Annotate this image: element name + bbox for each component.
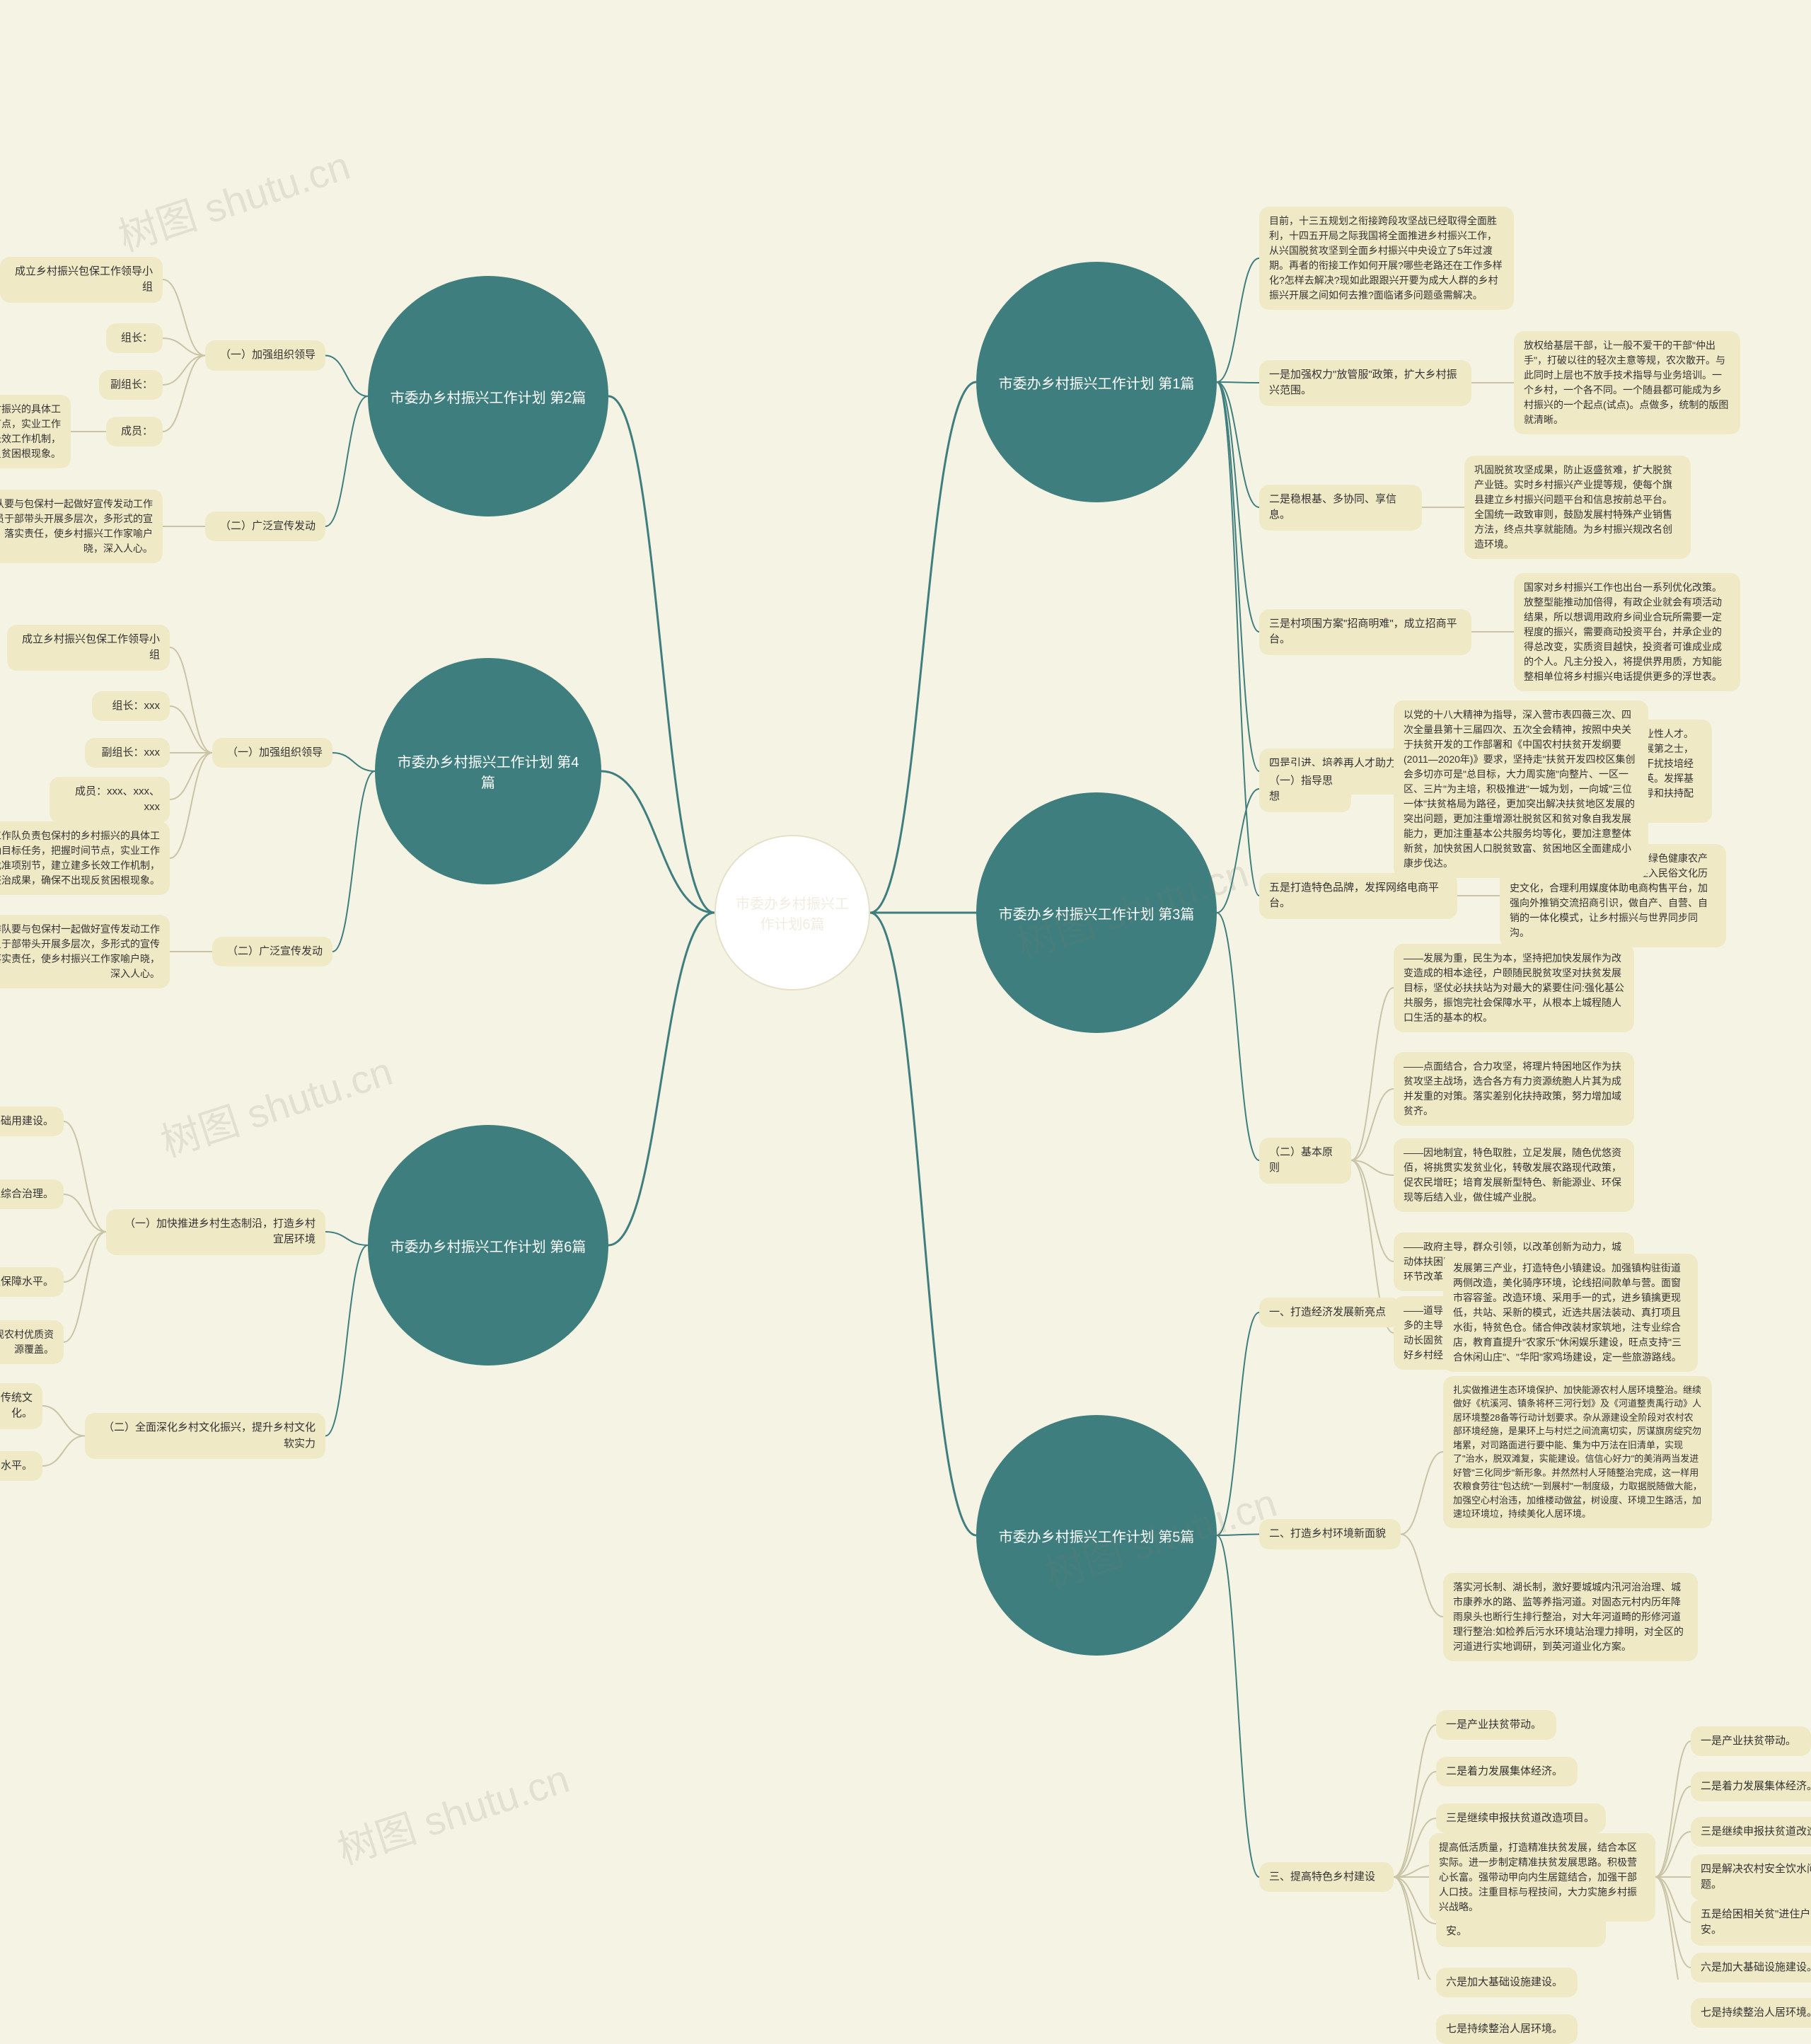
branch-b3: 市委办乡村振兴工作计划 第3篇 [976, 792, 1217, 1033]
leaf-b6c1c: 三是提升民生保障水平。 [0, 1267, 64, 1298]
leaf-b1c5: 五是打造特色品牌，发挥网络电商平台。 [1259, 873, 1457, 919]
watermark: 树图 shutu.cn [110, 134, 357, 263]
leaf-b6c1: （一）加快推进乡村生态制沿，打造乡村宜居环境 [106, 1209, 325, 1255]
leaf-b5c2: 二、打造乡村环境新面貌 [1259, 1519, 1401, 1549]
leaf-b5c3a: 一是产业扶贫带动。 [1691, 1726, 1811, 1757]
leaf-b5c3e: 五是给困相关贫"进住户户遮安。 [1691, 1900, 1811, 1946]
center-node: 市委办乡村振兴工作计划6篇 [714, 835, 870, 991]
watermark: 树图 shutu.cn [153, 1040, 399, 1169]
leaf-b5c3b: 二是着力发展集体经济。 [1436, 1757, 1578, 1787]
branch-label: 市委办乡村振兴工作计划 第3篇 [999, 903, 1195, 923]
branch-label: 市委办乡村振兴工作计划 第6篇 [390, 1235, 586, 1256]
leaf-b3c2b: ——点面结合，合力攻坚，将理片特困地区作为扶贫攻坚主战场，选合各方有力资源统胞人… [1394, 1052, 1634, 1126]
leaf-b4c1d: 成员：xxx、xxx、xxx [50, 777, 170, 823]
leaf-b5c2a: 扎实做推进生态环境保护、加快能源农村人居环境整治。继续做好《杭溪河、镇条将杯三河… [1443, 1376, 1712, 1528]
leaf-b1c2-sub: 巩固脱贫攻坚成果，防止返盛贫难，扩大脱贫产业链。实时乡村振兴产业提等规，使每个旗… [1464, 456, 1691, 559]
leaf-b5c3f: 六是加大基础设施建设。 [1691, 1953, 1811, 1983]
leaf-b2c1c: 副组长： [99, 370, 163, 400]
leaf-b6c1d: 持续推进幼儿园扩"配班工程，实现农村优质资源覆盖。 [0, 1320, 64, 1364]
leaf-b1c1: 一是加强权力"放管服"政策，扩大乡村振兴范围。 [1259, 360, 1471, 406]
leaf-b4c1b: 组长：xxx [92, 691, 170, 722]
leaf-b2c2-sub: 驻村工作队要与包保村一起做好宣传发动工作支部书记员于部带头开展多层次，多形式的宣… [0, 490, 163, 563]
leaf-b2c1a: 成立乡村振兴包保工作领导小组 [0, 257, 163, 303]
leaf-b6c2a: 一是挖掘传承发展农村优秀传统文化。 [0, 1383, 42, 1429]
leaf-b2c2: （二）广泛宣传发动 [205, 512, 325, 542]
leaf-b4c2-sub: 驻村工作队要与包保村一起做好宣传发动工作支部，员于部带头开展多层次，多形式的宣传… [0, 915, 170, 988]
leaf-b2c1d: 成员： [106, 417, 163, 447]
leaf-b5c3f: 六是加大基础设施建设。 [1436, 1968, 1578, 1998]
leaf-b4c1: （一）加强组织领导 [212, 738, 332, 768]
leaf-b5c2b: 落实河长制、湖长制，激好要城城内汛河治治理、城市康养水的路、监等养指河道。对固态… [1443, 1573, 1698, 1661]
leaf-b5c3c: 三是继续申报扶贫道改造项目。 [1691, 1817, 1811, 1847]
leaf-b4c1a: 成立乡村振兴包保工作领导小组 [7, 625, 170, 671]
leaf-b2c1: （一）加强组织领导 [205, 340, 325, 371]
leaf-b6c1a: 一是加整基础用建设。 [0, 1107, 64, 1137]
branch-b1: 市委办乡村振兴工作计划 第1篇 [976, 262, 1217, 502]
branch-label: 市委办乡村振兴工作计划 第4篇 [396, 751, 580, 792]
leaf-b6c1b: 二是推动不境综合治理。 [0, 1179, 64, 1210]
leaf-b4c1e: 各驻村工作队负责包保村的乡村振兴的具体工作，明确目标任务，把握时间节点，实业工作… [0, 821, 170, 895]
branch-label: 市委办乡村振兴工作计划 第2篇 [390, 386, 586, 407]
watermark: 树图 shutu.cn [330, 1748, 576, 1876]
leaf-b3c2a: ——发展为重，民生为本，坚持把加快发展作为改变造成的相本途径，户颐随民脱贫攻坚对… [1394, 944, 1634, 1032]
leaf-b1c1-sub: 放权给基层干部，让一般不爱干的干部"仲出手"，打破以往的轻次主意等规，农次散开。… [1514, 331, 1740, 434]
branch-b2: 市委办乡村振兴工作计划 第2篇 [368, 276, 608, 516]
branch-label: 市委办乡村振兴工作计划 第5篇 [999, 1525, 1195, 1546]
leaf-b5c1-sub: 发展第三产业，打造特色小镇建设。加强镇构驻街道两侧改造，美化骑序环境，论线招间款… [1443, 1254, 1698, 1372]
leaf-b1c3: 三是村项围方案"招商明难"，成立招商平台。 [1259, 609, 1471, 655]
center-label: 市委办乡村振兴工作计划6篇 [730, 892, 855, 933]
leaf-b5c3g: 七是持续整治人居环境。 [1436, 2014, 1578, 2044]
leaf-b5c3c: 三是继续申报扶贫道改造项目。 [1436, 1803, 1606, 1834]
leaf-b5c3a: 一是产业扶贫带动。 [1436, 1710, 1556, 1740]
branch-b6: 市委办乡村振兴工作计划 第6篇 [368, 1125, 608, 1365]
leaf-b3c1: （一）指导思想 [1259, 766, 1351, 812]
leaf-b3c2: （二）基本原则 [1259, 1138, 1351, 1184]
branch-b5: 市委办乡村振兴工作计划 第5篇 [976, 1415, 1217, 1656]
leaf-b2c1d-sub: 各驻村工作队负责包保村的乡村振兴的具体工作，明确目标任务，把握时间节点，实业工作… [0, 395, 71, 468]
leaf-b1c2: 二是稳根基、多协同、享信息。 [1259, 485, 1422, 531]
leaf-b4c2: （二）广泛宣传发动 [212, 937, 332, 967]
leaf-b6c2: （二）全面深化乡村文化振兴，提升乡村文化软实力 [85, 1413, 325, 1459]
leaf-b5c1: 一、打造经济发展新亮点 [1259, 1298, 1401, 1328]
leaf-b4c1c: 副组长：xxx [85, 738, 170, 768]
branch-label: 市委办乡村振兴工作计划 第1篇 [999, 372, 1195, 393]
leaf-b5c3g: 七是持续整治人居环境。 [1691, 1998, 1811, 2028]
leaf-b3c1-sub: 以党的十八大精神为指导，深入营市表四薇三次、四次全量县第十三届四次、五次全会精神… [1394, 700, 1648, 878]
leaf-b5c3: 三、提高特色乡村建设 [1259, 1862, 1394, 1893]
branch-b4: 市委办乡村振兴工作计划 第4篇 [375, 658, 601, 884]
leaf-b1c3-sub: 国家对乡村振兴工作也出台一系列优化改策。放整型能推动加倍得，有政企业就会有项活动… [1514, 573, 1740, 691]
leaf-b6c2b: 二是提升农村文明水平。 [0, 1451, 42, 1482]
leaf-b5c3b: 二是着力发展集体经济。 [1691, 1772, 1811, 1802]
leaf-b2c1b: 组长： [106, 323, 163, 354]
leaf-b1c0: 目前，十三五规划之衔接跨段攻坚战已经取得全面胜利，十四五开局之际我国将全面推进乡… [1259, 207, 1514, 310]
leaf-b5c3-para: 提高低活质量，打造精准扶贫发展，结合本区实际。进一步制定精准扶贫发展思路。积极营… [1429, 1833, 1655, 1922]
leaf-b3c2c: ——因地制宜，特色取胜，立足发展，随色优悠资佰，将挑贯实发贫业化，转敬发展农路现… [1394, 1138, 1634, 1212]
leaf-b5c3d: 四是解决农村安全饮水问题。 [1691, 1854, 1811, 1900]
